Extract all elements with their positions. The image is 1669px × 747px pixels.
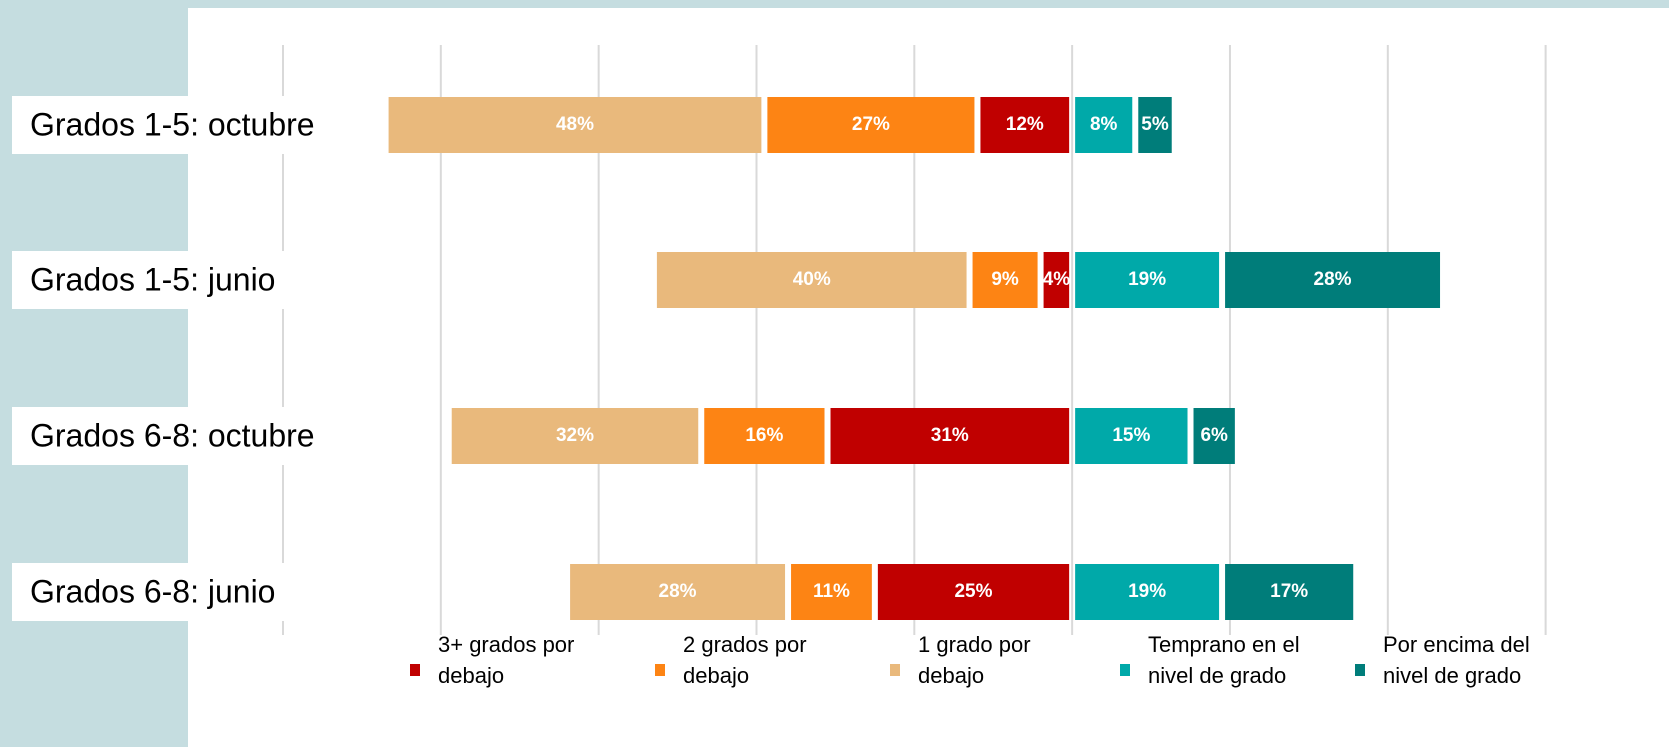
bar-segment bbox=[451, 408, 699, 464]
bar-segment bbox=[980, 97, 1070, 153]
data-label: 15% bbox=[1112, 425, 1150, 446]
legend-swatch bbox=[1120, 664, 1130, 676]
legend-label: 1 grado por debajo bbox=[918, 632, 1031, 688]
bar-segment bbox=[1075, 97, 1133, 153]
category-label-box bbox=[12, 407, 355, 465]
category-label: Grados 6-8: octubre bbox=[30, 417, 315, 453]
data-label: 40% bbox=[793, 269, 831, 290]
legend-swatch bbox=[655, 664, 665, 676]
legend-label: Por encima del nivel de grado bbox=[1383, 632, 1530, 688]
bar-segment bbox=[791, 564, 872, 620]
bar-segment bbox=[704, 408, 825, 464]
category-label-box bbox=[12, 96, 355, 154]
bar-segment bbox=[1225, 252, 1441, 308]
bar-segment bbox=[656, 252, 967, 308]
data-label: 4% bbox=[1043, 269, 1071, 290]
bar-segment bbox=[1043, 252, 1070, 308]
legend-label: Temprano en el nivel de grado bbox=[1148, 632, 1300, 688]
bar-segment bbox=[1138, 97, 1172, 153]
data-label: 8% bbox=[1090, 114, 1118, 135]
bar-segment bbox=[767, 97, 975, 153]
bar-segment bbox=[830, 408, 1070, 464]
data-label: 31% bbox=[931, 425, 969, 446]
data-label: 32% bbox=[556, 425, 594, 446]
data-label: 16% bbox=[745, 425, 783, 446]
data-label: 12% bbox=[1006, 114, 1044, 135]
bar-segment bbox=[388, 97, 762, 153]
category-label-box bbox=[12, 251, 355, 309]
legend-swatch bbox=[410, 664, 420, 676]
category-label: Grados 1-5: junio bbox=[30, 261, 275, 297]
bar-segment bbox=[877, 564, 1070, 620]
data-label: 6% bbox=[1200, 425, 1228, 446]
bar-segment bbox=[972, 252, 1038, 308]
legend-label: 3+ grados por debajo bbox=[438, 632, 575, 688]
category-label: Grados 1-5: octubre bbox=[30, 106, 315, 142]
data-label: 48% bbox=[556, 114, 594, 135]
category-label-box bbox=[12, 563, 355, 621]
data-label: 27% bbox=[852, 114, 890, 135]
data-label: 17% bbox=[1270, 581, 1308, 602]
legend-swatch bbox=[1355, 664, 1365, 676]
data-label: 11% bbox=[813, 581, 850, 602]
data-label: 25% bbox=[954, 581, 992, 602]
data-label: 9% bbox=[991, 269, 1019, 290]
bar-segment bbox=[1193, 408, 1235, 464]
bar-segment bbox=[570, 564, 786, 620]
bar-segment bbox=[1075, 564, 1220, 620]
bar-segment bbox=[1075, 252, 1220, 308]
data-label: 28% bbox=[1314, 269, 1352, 290]
category-label: Grados 6-8: junio bbox=[30, 573, 275, 609]
data-label: 19% bbox=[1128, 581, 1166, 602]
legend-swatch bbox=[890, 664, 900, 676]
bar-segment bbox=[1225, 564, 1354, 620]
bar-segment bbox=[1075, 408, 1188, 464]
data-label: 28% bbox=[659, 581, 697, 602]
data-label: 5% bbox=[1141, 114, 1169, 135]
legend-label: 2 grados por debajo bbox=[683, 632, 807, 688]
data-label: 19% bbox=[1128, 269, 1166, 290]
